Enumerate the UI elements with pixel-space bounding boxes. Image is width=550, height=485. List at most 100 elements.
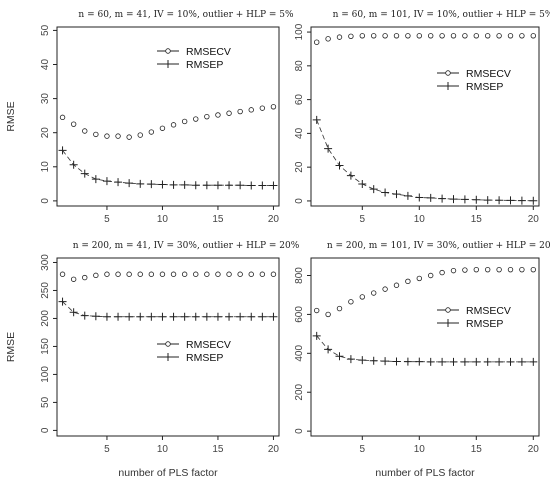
data-point-circle <box>530 33 536 39</box>
y-tick-label: 0 <box>40 198 51 204</box>
data-point-plus <box>460 195 469 204</box>
x-tick-label: 10 <box>157 214 169 225</box>
data-point-plus <box>91 175 100 184</box>
data-point-plus <box>392 357 401 366</box>
data-point-plus <box>483 196 492 205</box>
data-point-plus <box>517 196 526 205</box>
data-point-circle <box>204 271 210 277</box>
data-point-plus <box>102 312 111 321</box>
data-point-circle <box>59 271 66 277</box>
y-tick-label: 40 <box>40 59 51 71</box>
data-point-circle <box>371 33 377 39</box>
data-point-plus <box>102 177 111 186</box>
panel-title: n = 200, m = 41, IV = 30%, outlier + HLP… <box>73 241 300 251</box>
y-tick-label: 30 <box>40 93 51 105</box>
x-tick-label: 15 <box>212 214 224 225</box>
data-point-circle <box>181 118 188 125</box>
y-tick-label: 200 <box>294 383 305 400</box>
series-rmsep <box>58 146 278 190</box>
data-point-plus <box>403 357 412 366</box>
data-point-circle <box>450 267 457 274</box>
legend-label: RMSEP <box>466 318 503 330</box>
data-point-plus <box>58 297 67 306</box>
data-point-plus <box>335 352 344 361</box>
data-point-circle <box>530 266 536 273</box>
data-point-circle <box>248 107 254 113</box>
data-point-circle <box>439 269 445 276</box>
data-point-circle <box>428 33 434 39</box>
series-line <box>62 150 274 186</box>
series-rmsecv <box>59 271 277 282</box>
data-point-circle <box>70 276 77 282</box>
y-tick-label: 20 <box>294 161 305 173</box>
chart-panel-1: n = 60, m = 41, IV = 10%, outlier + HLP … <box>5 10 294 225</box>
data-point-circle <box>137 271 143 277</box>
data-point-circle <box>159 125 166 131</box>
series-rmsecv <box>314 33 536 45</box>
data-point-plus <box>225 181 234 190</box>
x-tick-label: 15 <box>471 444 483 455</box>
y-tick-label: 0 <box>40 427 51 433</box>
data-point-plus <box>69 160 78 169</box>
data-point-circle <box>485 33 491 39</box>
data-point-plus <box>213 181 222 190</box>
data-point-plus <box>147 312 156 321</box>
y-tick-label: 10 <box>40 161 51 173</box>
data-point-circle <box>496 33 502 39</box>
data-point-circle <box>325 311 331 318</box>
data-point-circle <box>259 271 266 277</box>
data-point-plus <box>335 161 344 170</box>
legend-label: RMSECV <box>466 305 511 317</box>
data-point-plus <box>258 312 267 321</box>
data-point-circle <box>226 271 232 277</box>
data-point-circle <box>270 271 277 277</box>
data-point-plus <box>158 180 167 189</box>
x-tick-label: 20 <box>268 214 280 225</box>
data-point-circle <box>496 266 502 273</box>
y-axis-label: RMSE <box>5 332 17 362</box>
legend-label: RMSECV <box>186 46 231 58</box>
y-axis-label: RMSE <box>5 101 17 131</box>
data-point-circle <box>507 33 514 39</box>
data-point-circle <box>93 131 99 138</box>
data-point-circle <box>115 271 121 277</box>
data-point-plus <box>158 312 167 321</box>
y-tick-label: 50 <box>40 24 51 36</box>
data-point-plus <box>125 179 134 188</box>
series-line <box>316 335 534 363</box>
data-point-circle <box>93 272 99 279</box>
data-point-circle <box>170 271 177 277</box>
data-point-circle <box>115 133 121 139</box>
series-rmsecv <box>59 104 277 140</box>
data-point-plus <box>114 178 123 187</box>
data-point-circle <box>325 36 331 42</box>
y-tick-label: 800 <box>294 267 305 284</box>
plot-frame <box>56 257 280 437</box>
data-point-circle <box>473 266 479 273</box>
data-point-plus <box>213 312 222 321</box>
data-point-plus <box>369 356 378 365</box>
data-point-plus <box>495 357 504 366</box>
data-point-circle <box>393 282 400 288</box>
y-tick-label: 0 <box>294 198 305 204</box>
data-point-circle <box>393 33 400 39</box>
data-point-circle <box>348 299 354 305</box>
panel-title: n = 60, m = 41, IV = 10%, outlier + HLP … <box>78 10 294 20</box>
data-point-plus <box>529 196 538 205</box>
data-point-plus <box>483 357 492 366</box>
data-point-plus <box>169 180 178 189</box>
data-point-plus <box>80 311 89 320</box>
y-tick-label: 200 <box>40 310 51 327</box>
data-point-circle <box>439 33 445 39</box>
data-point-plus <box>125 312 134 321</box>
data-point-circle <box>336 34 343 40</box>
data-point-plus <box>472 357 481 366</box>
data-point-plus <box>247 181 256 190</box>
chart-panel-4: n = 200, m = 101, IV = 30%, outlier + HL… <box>294 241 550 479</box>
x-tick-label: 15 <box>471 214 483 225</box>
data-point-plus <box>269 181 278 190</box>
data-point-plus <box>180 312 189 321</box>
data-point-circle <box>405 278 411 285</box>
